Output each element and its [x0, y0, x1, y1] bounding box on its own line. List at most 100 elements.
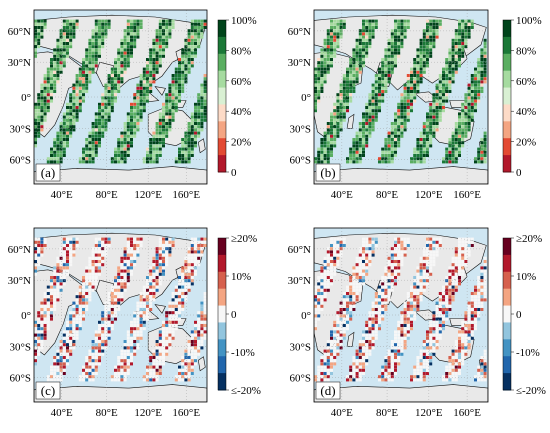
- data-cell: [136, 318, 139, 321]
- data-cell: [194, 138, 197, 141]
- colorbar-segment: [218, 155, 226, 172]
- data-cell: [372, 106, 375, 109]
- lat-tick-label: 60°S: [289, 155, 311, 167]
- data-cell: [455, 32, 458, 35]
- data-cell: [40, 103, 43, 106]
- data-cell: [397, 324, 400, 327]
- data-cell: [146, 295, 149, 298]
- data-cell: [397, 36, 400, 39]
- data-cell: [448, 74, 451, 77]
- data-cell: [165, 244, 168, 247]
- data-cell: [314, 71, 317, 74]
- data-cell: [336, 340, 339, 343]
- data-cell: [394, 119, 397, 122]
- data-cell: [327, 286, 330, 289]
- data-cell: [324, 160, 327, 163]
- data-cell: [130, 270, 133, 273]
- data-cell: [178, 71, 181, 74]
- data-cell: [85, 141, 88, 144]
- data-cell: [34, 250, 37, 253]
- data-cell: [362, 119, 365, 122]
- data-cell: [108, 23, 111, 26]
- data-cell: [388, 141, 391, 144]
- data-cell: [140, 324, 143, 327]
- data-cell: [168, 244, 171, 247]
- data-cell: [120, 276, 123, 279]
- data-cell: [95, 263, 98, 266]
- data-cell: [56, 61, 59, 64]
- data-cell: [368, 311, 371, 314]
- data-cell: [455, 36, 458, 39]
- data-cell: [162, 362, 165, 365]
- data-cell: [346, 84, 349, 87]
- data-cell: [349, 87, 352, 90]
- data-cell: [181, 308, 184, 311]
- data-cell: [79, 109, 82, 112]
- data-cell: [400, 132, 403, 135]
- data-cell: [352, 270, 355, 273]
- data-cell: [362, 254, 365, 257]
- data-cell: [317, 80, 320, 83]
- data-cell: [365, 330, 368, 333]
- data-cell: [477, 77, 480, 80]
- data-cell: [194, 324, 197, 327]
- data-cell: [60, 359, 63, 362]
- data-cell: [98, 362, 101, 365]
- data-cell: [82, 302, 85, 305]
- data-cell: [477, 58, 480, 61]
- data-cell: [133, 106, 136, 109]
- data-cell: [356, 298, 359, 301]
- data-cell: [356, 263, 359, 266]
- data-cell: [40, 84, 43, 87]
- data-cell: [458, 154, 461, 157]
- data-cell: [95, 135, 98, 138]
- data-cell: [388, 289, 391, 292]
- data-cell: [108, 20, 111, 23]
- data-cell: [426, 148, 429, 151]
- data-cell: [381, 295, 384, 298]
- data-cell: [34, 20, 37, 23]
- data-cell: [56, 263, 59, 266]
- data-cell: [394, 238, 397, 241]
- data-cell: [88, 366, 91, 369]
- data-cell: [439, 74, 442, 77]
- data-cell: [204, 298, 207, 301]
- data-cell: [330, 32, 333, 35]
- data-cell: [442, 90, 445, 93]
- data-cell: [72, 106, 75, 109]
- data-cell: [127, 151, 130, 154]
- data-cell: [461, 128, 464, 131]
- data-cell: [375, 106, 378, 109]
- data-cell: [178, 366, 181, 369]
- data-cell: [152, 52, 155, 55]
- panel-label: (c): [41, 383, 55, 398]
- data-cell: [127, 353, 130, 356]
- data-cell: [40, 238, 43, 241]
- data-cell: [143, 84, 146, 87]
- data-cell: [333, 359, 336, 362]
- data-cell: [72, 241, 75, 244]
- data-cell: [175, 324, 178, 327]
- data-cell: [184, 359, 187, 362]
- data-cell: [140, 318, 143, 321]
- data-cell: [445, 151, 448, 154]
- data-cell: [468, 122, 471, 125]
- data-cell: [34, 23, 37, 26]
- data-cell: [133, 119, 136, 122]
- data-cell: [327, 353, 330, 356]
- data-cell: [359, 48, 362, 51]
- data-cell: [194, 112, 197, 115]
- data-cell: [140, 100, 143, 103]
- data-cell: [439, 305, 442, 308]
- data-cell: [445, 64, 448, 67]
- data-cell: [200, 327, 203, 330]
- data-cell: [66, 270, 69, 273]
- data-cell: [324, 141, 327, 144]
- data-cell: [197, 135, 200, 138]
- data-cell: [117, 151, 120, 154]
- data-cell: [394, 250, 397, 253]
- data-cell: [448, 52, 451, 55]
- data-cell: [104, 343, 107, 346]
- data-cell: [82, 282, 85, 285]
- data-cell: [133, 311, 136, 314]
